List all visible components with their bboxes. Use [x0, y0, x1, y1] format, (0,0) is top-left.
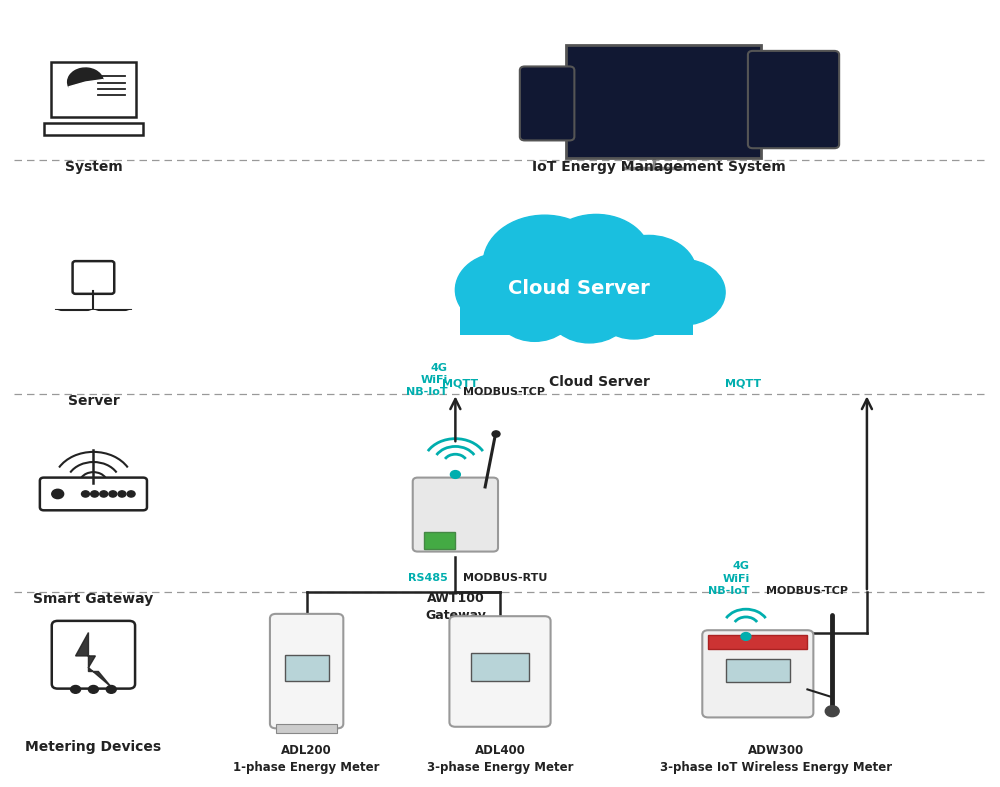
- Circle shape: [601, 235, 696, 310]
- Circle shape: [109, 491, 117, 497]
- Circle shape: [825, 706, 839, 717]
- FancyBboxPatch shape: [471, 652, 529, 681]
- Wedge shape: [68, 68, 103, 87]
- Text: AWT100
Gateway: AWT100 Gateway: [425, 592, 486, 622]
- Text: Server: Server: [68, 394, 119, 408]
- Polygon shape: [76, 633, 111, 687]
- Text: ADL400
3-phase Energy Meter: ADL400 3-phase Energy Meter: [427, 744, 573, 774]
- Circle shape: [46, 248, 85, 279]
- Text: ADL200
1-phase Energy Meter: ADL200 1-phase Energy Meter: [233, 744, 380, 774]
- Circle shape: [93, 259, 129, 286]
- Text: Metering Devices: Metering Devices: [25, 740, 161, 754]
- Circle shape: [100, 491, 108, 497]
- Circle shape: [542, 214, 651, 300]
- FancyBboxPatch shape: [424, 532, 455, 549]
- Text: System: System: [65, 160, 122, 174]
- Circle shape: [68, 234, 119, 275]
- Text: 4G
WiFi
NB-IoT: 4G WiFi NB-IoT: [406, 363, 447, 397]
- Circle shape: [127, 491, 135, 497]
- FancyBboxPatch shape: [285, 655, 329, 681]
- Circle shape: [82, 491, 89, 497]
- FancyBboxPatch shape: [270, 614, 343, 728]
- Circle shape: [450, 471, 460, 478]
- Circle shape: [47, 311, 65, 325]
- FancyBboxPatch shape: [566, 45, 761, 158]
- Circle shape: [455, 253, 551, 327]
- Text: MQTT: MQTT: [442, 379, 478, 389]
- Circle shape: [495, 279, 574, 342]
- Circle shape: [118, 491, 126, 497]
- FancyBboxPatch shape: [708, 635, 807, 649]
- FancyBboxPatch shape: [726, 659, 790, 682]
- Circle shape: [84, 311, 102, 325]
- Circle shape: [91, 491, 99, 497]
- Text: 4G
WiFi
NB-IoT: 4G WiFi NB-IoT: [708, 561, 750, 596]
- Text: MODBUS-TCP: MODBUS-TCP: [463, 387, 545, 397]
- FancyBboxPatch shape: [44, 123, 143, 135]
- Circle shape: [52, 490, 64, 499]
- FancyBboxPatch shape: [51, 62, 136, 117]
- Text: Cloud Server: Cloud Server: [508, 279, 650, 298]
- FancyBboxPatch shape: [49, 263, 138, 283]
- Circle shape: [60, 259, 95, 286]
- Text: RS485: RS485: [408, 573, 447, 582]
- Text: MQTT: MQTT: [725, 379, 761, 389]
- Text: Smart Gateway: Smart Gateway: [33, 592, 154, 606]
- Circle shape: [594, 277, 674, 339]
- FancyBboxPatch shape: [413, 478, 498, 552]
- FancyBboxPatch shape: [702, 630, 813, 718]
- FancyBboxPatch shape: [520, 66, 574, 140]
- Text: Cloud Server: Cloud Server: [549, 375, 650, 389]
- FancyBboxPatch shape: [73, 261, 114, 294]
- Circle shape: [741, 633, 751, 641]
- Circle shape: [642, 260, 725, 325]
- Circle shape: [106, 685, 116, 693]
- Text: MODBUS-TCP: MODBUS-TCP: [766, 586, 848, 596]
- Text: MODBUS-RTU: MODBUS-RTU: [463, 573, 548, 582]
- FancyBboxPatch shape: [460, 284, 693, 335]
- Text: ADW300
3-phase IoT Wireless Energy Meter: ADW300 3-phase IoT Wireless Energy Meter: [660, 744, 892, 774]
- FancyBboxPatch shape: [40, 478, 147, 510]
- FancyBboxPatch shape: [449, 616, 551, 726]
- Circle shape: [548, 278, 631, 343]
- Circle shape: [71, 685, 81, 693]
- Circle shape: [101, 248, 141, 279]
- Circle shape: [88, 685, 98, 693]
- Circle shape: [492, 430, 500, 437]
- Circle shape: [483, 215, 606, 312]
- FancyBboxPatch shape: [52, 621, 135, 689]
- Circle shape: [122, 311, 140, 325]
- FancyBboxPatch shape: [748, 51, 839, 148]
- FancyBboxPatch shape: [276, 724, 337, 733]
- Text: IoT Energy Management System: IoT Energy Management System: [532, 160, 786, 174]
- Wedge shape: [69, 79, 103, 96]
